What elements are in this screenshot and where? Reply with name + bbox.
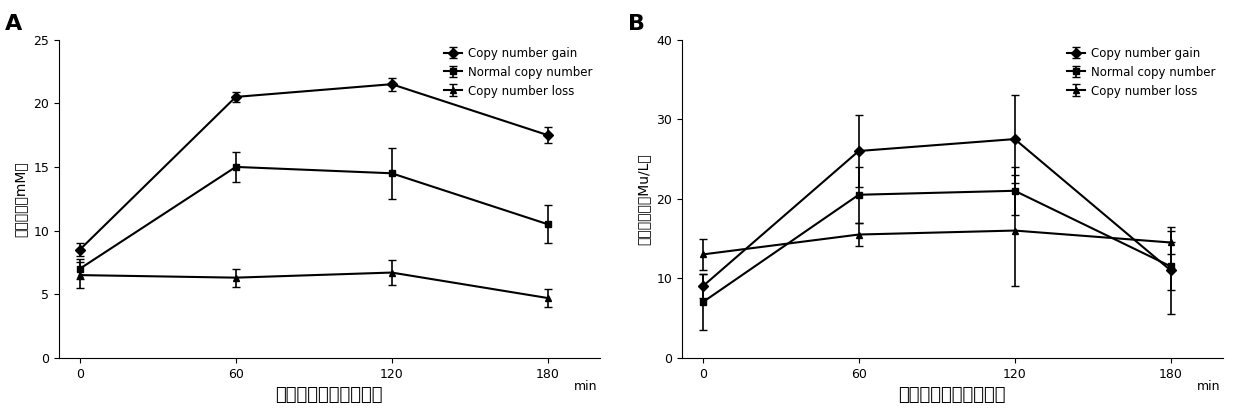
X-axis label: 口服葡萄糖后时间节点: 口服葡萄糖后时间节点 <box>898 386 1006 404</box>
Text: B: B <box>628 14 646 34</box>
Text: min: min <box>574 380 597 393</box>
Y-axis label: 血糖水平（mM）: 血糖水平（mM） <box>14 161 28 237</box>
Legend: Copy number gain, Normal copy number, Copy number loss: Copy number gain, Normal copy number, Co… <box>1063 42 1220 102</box>
Y-axis label: 胰岛素水平（Mu/L）: 胰岛素水平（Mu/L） <box>637 153 650 245</box>
Legend: Copy number gain, Normal copy number, Copy number loss: Copy number gain, Normal copy number, Co… <box>440 42 597 102</box>
Text: A: A <box>5 14 22 34</box>
X-axis label: 口服葡萄糖后时间节点: 口服葡萄糖后时间节点 <box>275 386 383 404</box>
Text: min: min <box>1197 380 1220 393</box>
